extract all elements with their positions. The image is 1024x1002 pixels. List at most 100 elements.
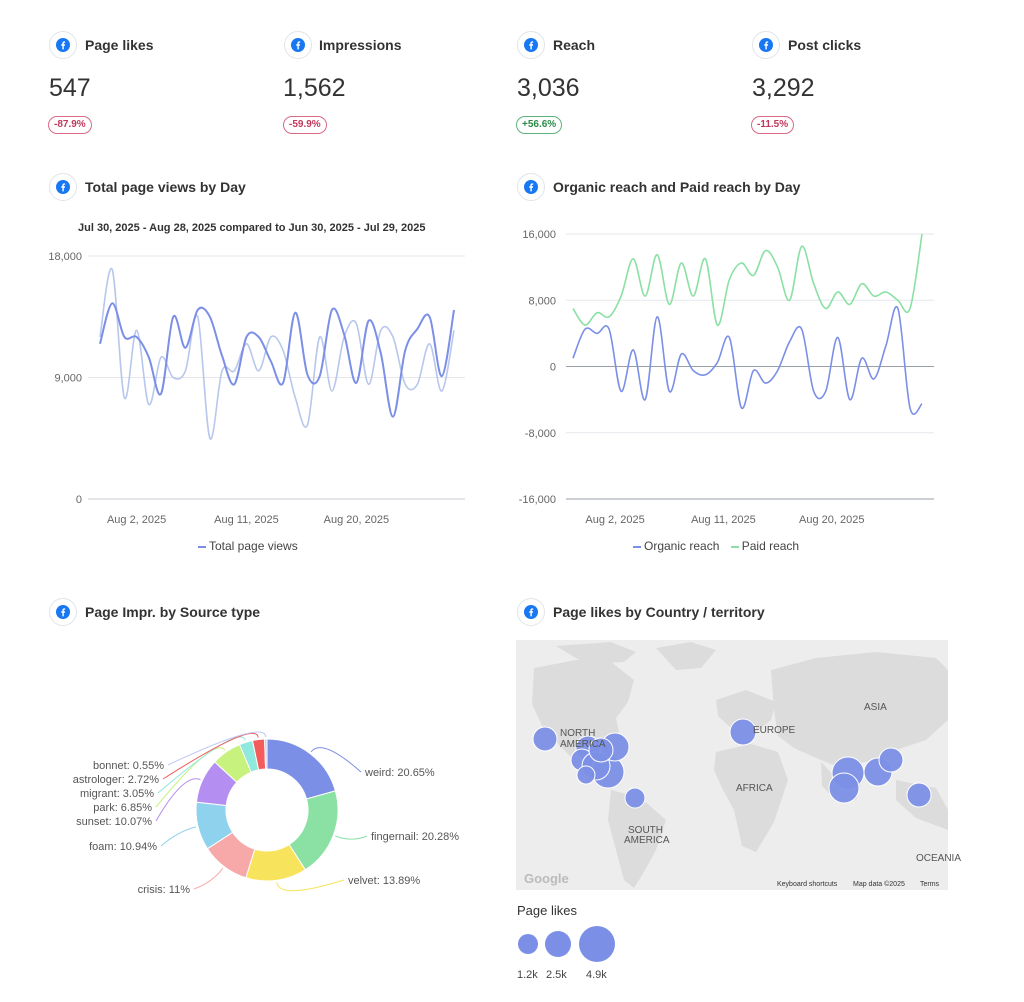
kpi-title: Page likes bbox=[85, 37, 154, 53]
y-tick-label: 18,000 bbox=[48, 251, 82, 263]
card-title: Total page views by Day bbox=[85, 179, 246, 195]
size-legend-circle bbox=[579, 926, 615, 962]
slice-connector bbox=[167, 731, 267, 766]
land-masses bbox=[532, 642, 948, 888]
x-tick-label: Aug 2, 2025 bbox=[585, 514, 644, 526]
kpi-delta-badge: -87.9% bbox=[48, 116, 92, 134]
size-legend-title: Page likes bbox=[517, 903, 577, 918]
y-tick-label: 8,000 bbox=[528, 295, 556, 307]
map-label: AFRICA bbox=[736, 783, 773, 794]
kpi-delta-badge: -59.9% bbox=[283, 116, 327, 134]
world-map[interactable]: NORTH AMERICA EUROPE ASIA AFRICA SOUTH A… bbox=[516, 640, 961, 890]
y-tick-label: 0 bbox=[550, 362, 556, 374]
slice-label: bonnet: 0.55% bbox=[93, 760, 164, 772]
facebook-icon bbox=[517, 173, 545, 201]
facebook-icon bbox=[752, 31, 780, 59]
map-bubble[interactable] bbox=[828, 772, 860, 804]
x-tick-label: Aug 11, 2025 bbox=[214, 514, 279, 526]
slice-connector bbox=[155, 778, 201, 822]
donut-slice[interactable] bbox=[264, 738, 268, 770]
map-label: AMERICA bbox=[624, 835, 670, 846]
series-line bbox=[572, 305, 923, 415]
map-bubble[interactable] bbox=[906, 782, 932, 808]
map-bubble[interactable] bbox=[624, 787, 646, 809]
slice-label: velvet: 13.89% bbox=[348, 875, 420, 887]
legend-label: Paid reach bbox=[741, 539, 800, 553]
y-tick-label: -16,000 bbox=[519, 494, 556, 506]
card-title: Organic reach and Paid reach by Day bbox=[553, 179, 801, 195]
slice-label: fingernail: 20.28% bbox=[371, 831, 459, 843]
size-legend-label: 2.5k bbox=[546, 969, 567, 981]
size-legend-circle bbox=[545, 931, 571, 957]
slice-connector bbox=[335, 835, 368, 840]
legend-label: Total page views bbox=[209, 539, 298, 553]
series-line bbox=[99, 267, 455, 440]
facebook-icon bbox=[284, 31, 312, 59]
slice-label: foam: 10.94% bbox=[89, 841, 157, 853]
size-legend-circles bbox=[518, 926, 615, 962]
size-legend-label: 4.9k bbox=[586, 969, 607, 981]
slice-label: park: 6.85% bbox=[93, 802, 152, 814]
map-bubble[interactable] bbox=[588, 737, 614, 763]
facebook-icon bbox=[49, 173, 77, 201]
map-bubble[interactable] bbox=[878, 747, 904, 773]
legend-swatch bbox=[730, 545, 739, 548]
kpi-title: Reach bbox=[553, 37, 596, 53]
facebook-icon bbox=[49, 31, 77, 59]
slice-label: crisis: 11% bbox=[138, 884, 191, 896]
y-tick-label: -8,000 bbox=[525, 428, 556, 440]
slice-connector bbox=[162, 733, 259, 780]
map-bubble[interactable] bbox=[532, 726, 558, 752]
legend-swatch bbox=[198, 545, 206, 548]
chart-legend: Total page views bbox=[198, 539, 298, 553]
map-label: NORTH bbox=[560, 728, 595, 739]
y-tick-label: 9,000 bbox=[54, 373, 82, 385]
kpi-delta-badge: -11.5% bbox=[751, 116, 795, 134]
facebook-icon bbox=[517, 31, 545, 59]
card-title: Page Impr. by Source type bbox=[85, 604, 261, 620]
size-legend-label: 1.2k bbox=[517, 969, 538, 981]
slice-label: weird: 20.65% bbox=[364, 767, 435, 779]
x-tick-label: Aug 20, 2025 bbox=[799, 514, 864, 526]
slice-label: sunset: 10.07% bbox=[76, 816, 152, 828]
keyboard-shortcuts-link[interactable]: Keyboard shortcuts bbox=[777, 881, 838, 888]
y-tick-label: 0 bbox=[76, 494, 82, 506]
map-bubble[interactable] bbox=[729, 718, 757, 746]
slice-label: migrant: 3.05% bbox=[80, 788, 154, 800]
x-tick-label: Aug 2, 2025 bbox=[107, 514, 166, 526]
kpi-title: Post clicks bbox=[788, 37, 862, 53]
card-title: Page likes by Country / territory bbox=[553, 604, 765, 620]
kpi-value: 547 bbox=[49, 74, 91, 102]
series-line bbox=[99, 302, 455, 418]
map-label: SOUTH bbox=[628, 825, 663, 836]
chart-legend: Organic reach Paid reach bbox=[633, 539, 799, 553]
kpi-delta-badge: +56.6% bbox=[516, 116, 563, 134]
page-views-line-chart: 0 9,000 18,000 Aug 2, 2025 Aug 11, 2025 Aug 2… bbox=[48, 251, 465, 526]
kpi-value: 1,562 bbox=[283, 74, 346, 102]
map-bubble[interactable] bbox=[576, 765, 596, 785]
source-donut-chart: weird: 20.65% fingernail: 20.28% velvet: 1… bbox=[73, 731, 459, 896]
slice-connector bbox=[160, 826, 197, 847]
map-label: EUROPE bbox=[753, 725, 796, 736]
map-label: AMERICA bbox=[560, 739, 606, 750]
terms-link[interactable]: Terms bbox=[920, 881, 940, 888]
slice-connector bbox=[310, 747, 362, 773]
x-tick-label: Aug 11, 2025 bbox=[691, 514, 756, 526]
x-tick-label: Aug 20, 2025 bbox=[324, 514, 389, 526]
facebook-icon bbox=[517, 598, 545, 626]
kpi-title: Impressions bbox=[319, 37, 402, 53]
reach-line-chart: -16,000 -8,000 0 8,000 16,000 Aug 2, 2025 Aug … bbox=[519, 229, 934, 526]
slice-connector bbox=[276, 879, 345, 892]
map-label: ASIA bbox=[864, 702, 887, 713]
series-line bbox=[572, 233, 923, 326]
slice-connector bbox=[193, 867, 224, 890]
facebook-icon bbox=[49, 598, 77, 626]
legend-swatch bbox=[633, 545, 641, 548]
google-logo: Google bbox=[524, 871, 569, 886]
kpi-value: 3,292 bbox=[752, 74, 815, 102]
map-data-attribution: Map data ©2025 bbox=[853, 880, 905, 888]
map-label: OCEANIA bbox=[916, 853, 961, 864]
country-bubbles bbox=[532, 718, 932, 809]
slice-label: astrologer: 2.72% bbox=[73, 774, 159, 786]
kpi-value: 3,036 bbox=[517, 74, 580, 102]
